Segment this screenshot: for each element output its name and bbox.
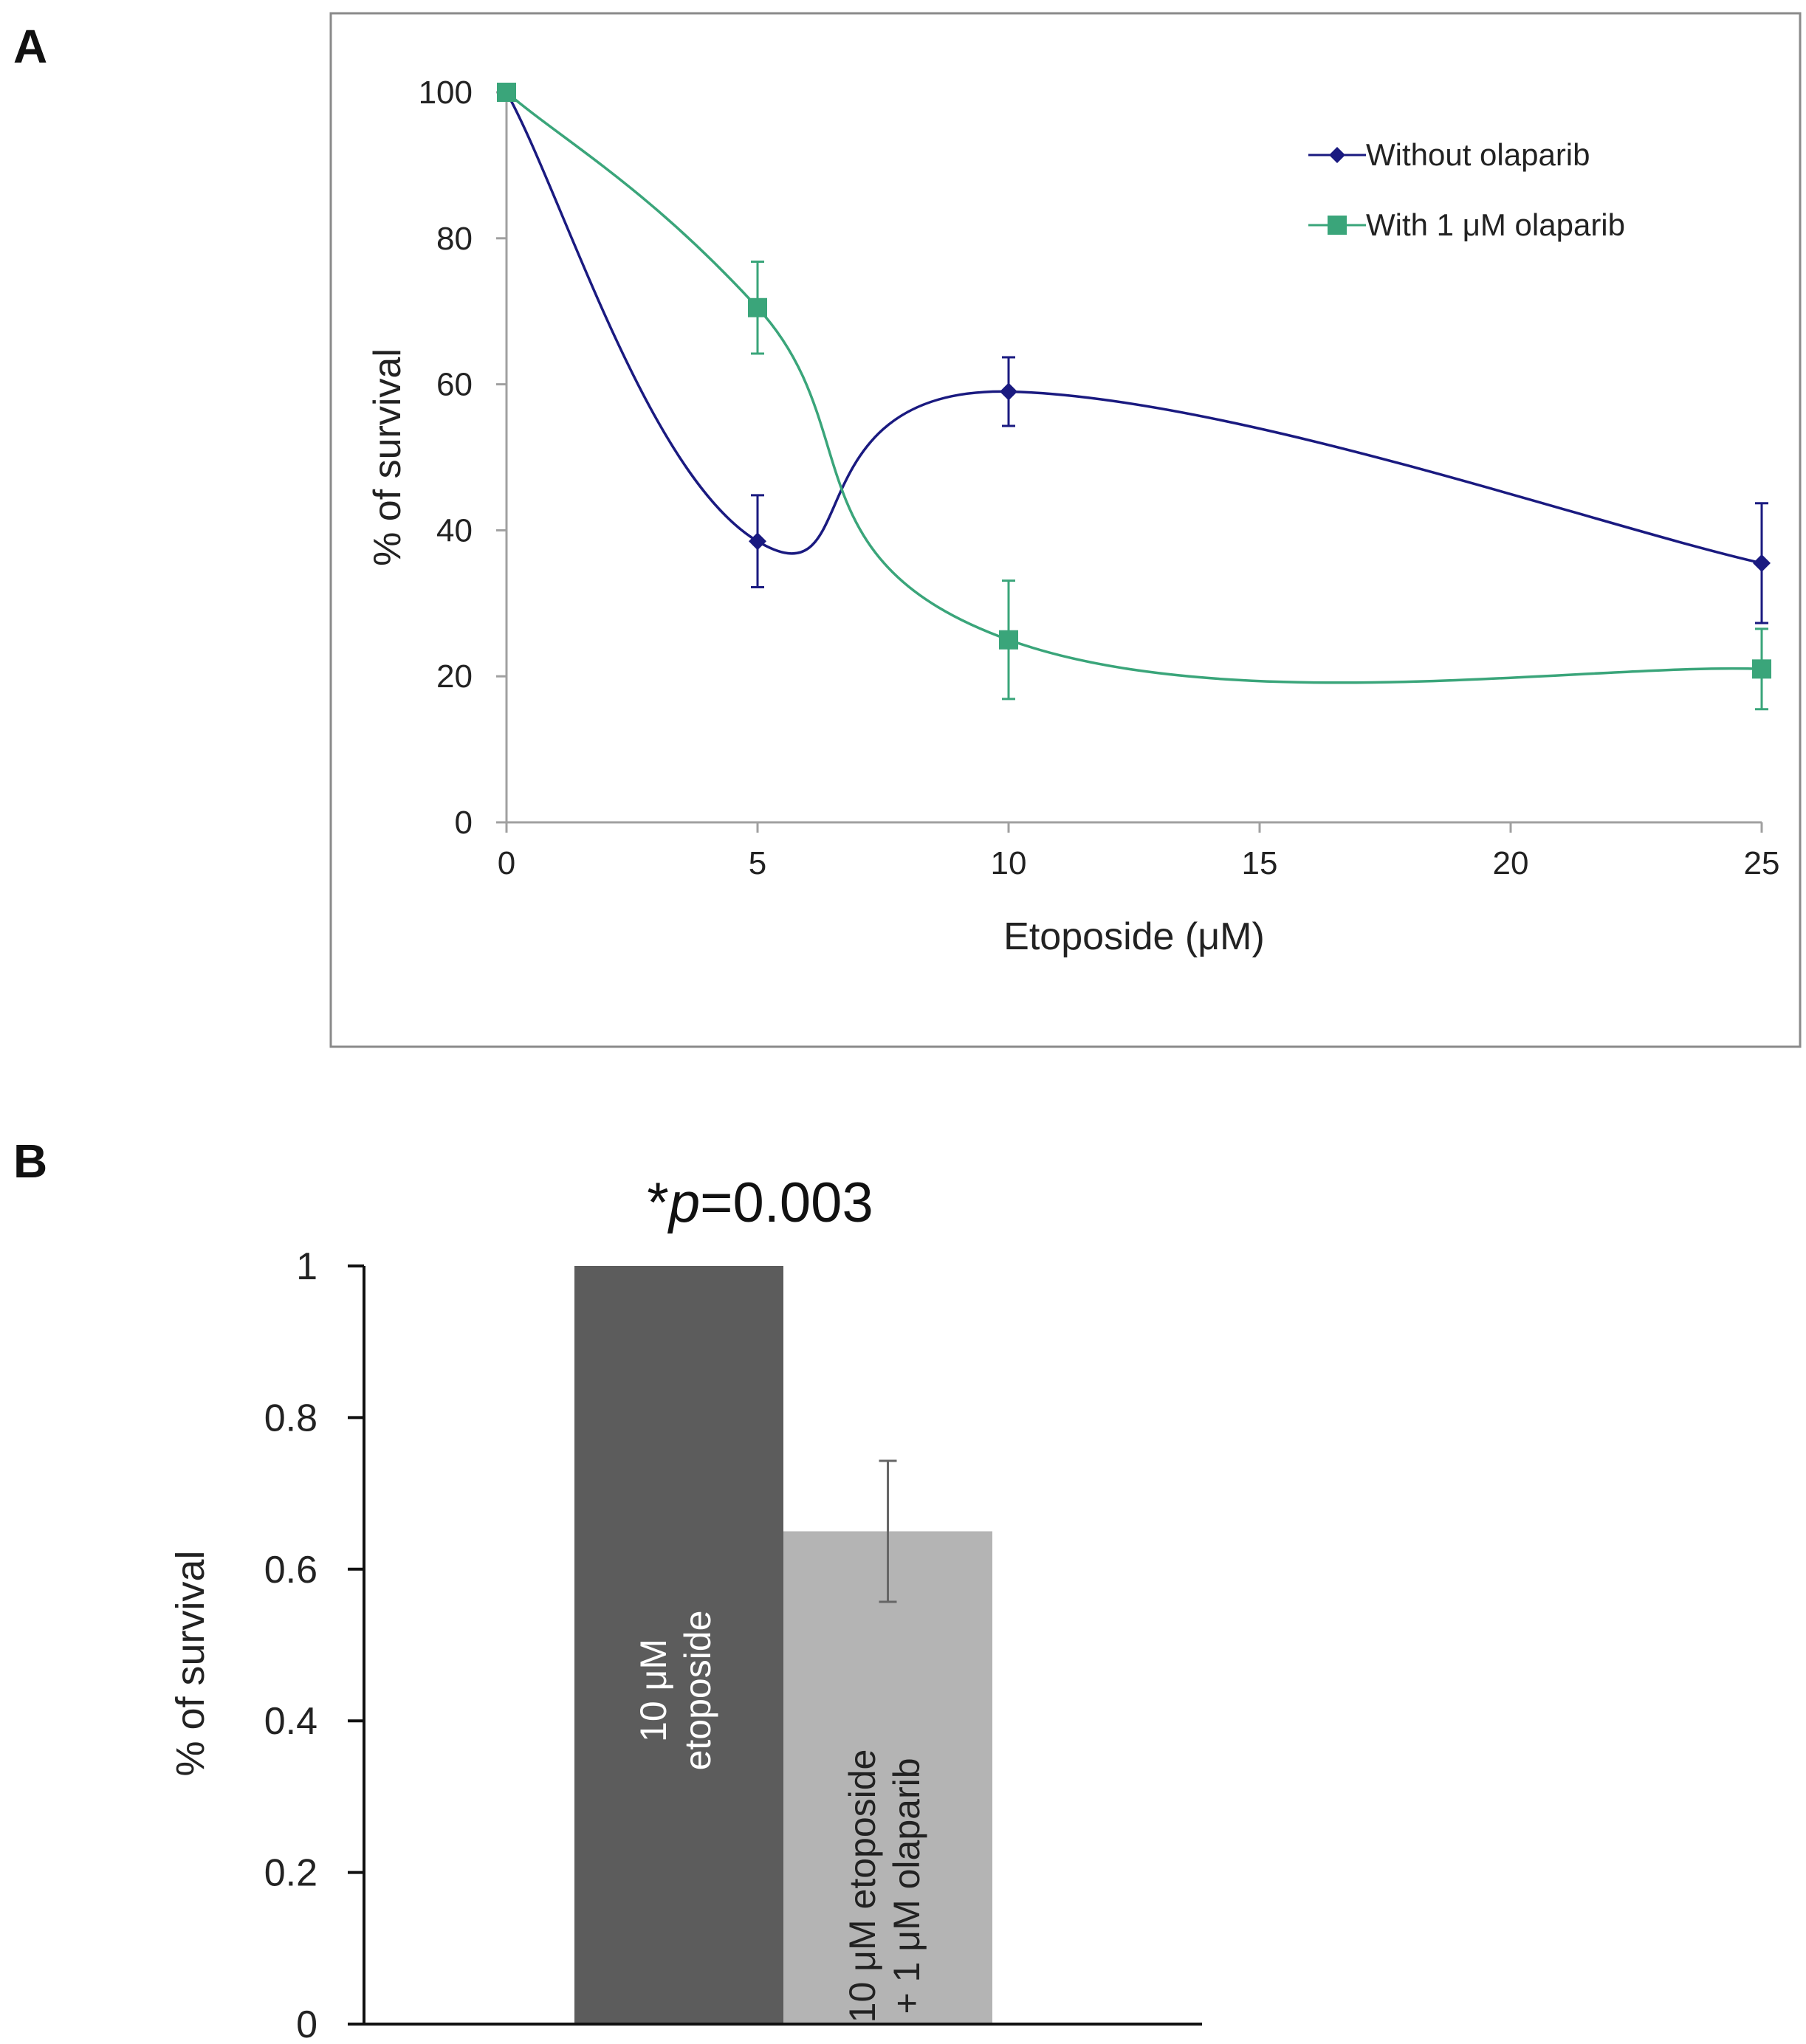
y-tick-label: 0 [296, 2003, 317, 2044]
y-tick-label: 0.6 [264, 1549, 317, 1592]
legend-label-with-olaparib: With 1 μM olaparib [1366, 207, 1625, 242]
series-line-with-1-m-olaparib [505, 91, 1762, 684]
x-tick-label: 0 [498, 845, 515, 881]
y-tick-label: 20 [436, 658, 473, 695]
x-tick-label: 5 [749, 845, 766, 881]
y-tick-label: 0.8 [264, 1397, 317, 1439]
y-tick-label: 100 [419, 75, 473, 111]
data-point-without-olaparib [1000, 382, 1017, 401]
bar-group-10-m-etoposide-1-m-olaparib: 10 μM etoposide+ 1 μM olaparib [783, 1459, 992, 2024]
bar-label-line-1: 10 μM [633, 1639, 674, 1742]
panel-a-frame [329, 12, 1802, 1048]
y-tick-label: 0.4 [264, 1700, 317, 1743]
legend: Without olaparib With 1 μM olaparib [1308, 137, 1625, 242]
series-with-1-m-olaparib [497, 83, 1771, 711]
p-value-symbol: p [667, 1171, 700, 1234]
y-tick-label: 0 [455, 805, 473, 841]
p-value-number: =0.003 [700, 1171, 873, 1234]
x-tick-label: 15 [1242, 845, 1278, 881]
bar-label-10-m-etoposide: 10 μMetoposide [633, 1611, 718, 1771]
data-point-without-olaparib [1753, 554, 1771, 572]
bar-label-10-m-etoposide-1-m-olaparib: 10 μM etoposide+ 1 μM olaparib [842, 1749, 927, 2023]
legend-marker-with-olaparib [1328, 216, 1347, 235]
bar-label-line-2: etoposide [677, 1611, 718, 1771]
y-tick-label: 60 [436, 367, 473, 403]
bar-group-10-m-etoposide: 10 μMetoposide [574, 1266, 783, 2024]
x-axis-label: Etoposide (μM) [1003, 915, 1265, 958]
x-tick-label: 20 [1493, 845, 1529, 881]
data-point-with-1-m-olaparib [497, 83, 516, 102]
p-value-prefix: * [647, 1171, 669, 1234]
series-line-without-olaparib [505, 92, 1762, 565]
panel-letter-b: B [13, 1135, 47, 1188]
y-tick-label: 0.2 [264, 1852, 317, 1895]
bar-10-m-etoposide-1-m-olaparib [783, 1531, 992, 2024]
bar-10-m-etoposide [574, 1266, 783, 2024]
p-value-annotation: *p=0.003 [647, 1171, 873, 1234]
y-tick-label: 80 [436, 221, 473, 257]
data-point-with-1-m-olaparib [999, 630, 1018, 650]
data-point-without-olaparib [749, 532, 766, 551]
legend-marker-without-olaparib [1329, 147, 1345, 163]
x-tick-label: 25 [1744, 845, 1780, 881]
legend-label-without-olaparib: Without olaparib [1366, 137, 1590, 172]
panel-letter-a: A [13, 20, 47, 73]
error-bar [879, 1459, 897, 1603]
y-tick-label: 1 [296, 1245, 317, 1288]
bar-label-line-1: 10 μM etoposide [842, 1749, 883, 2023]
y-tick-label: 40 [436, 512, 473, 548]
data-point-with-1-m-olaparib [748, 297, 767, 317]
bar-label-line-2: + 1 μM olaparib [886, 1758, 927, 2014]
line-chart: 0 20 40 60 80 100 0 5 10 15 20 25 Etoposide (μM) %… [366, 75, 1779, 958]
y-axis-label: % of survival [366, 348, 409, 566]
data-point-with-1-m-olaparib [1752, 659, 1771, 679]
x-tick-label: 10 [991, 845, 1027, 881]
y-axis-label: % of survival [168, 1550, 213, 1776]
